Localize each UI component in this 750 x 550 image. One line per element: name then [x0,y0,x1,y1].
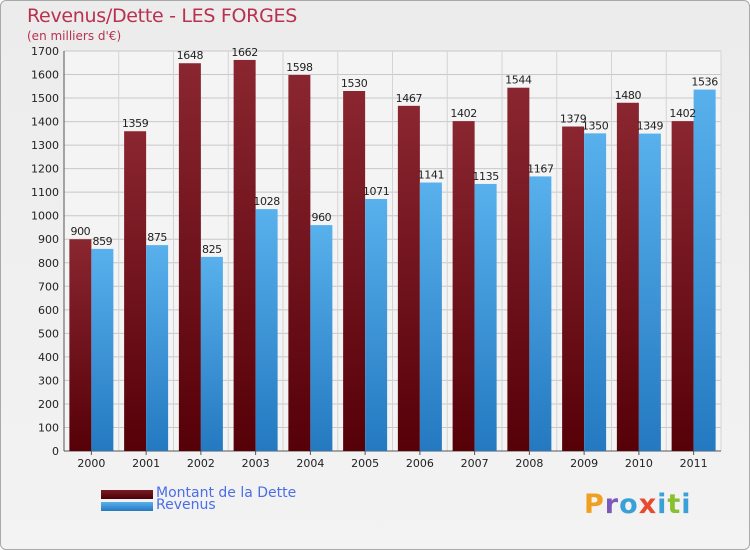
data-label-revenus-2007: 1135 [472,170,499,183]
y-tick-label-600: 600 [38,304,59,317]
bar-revenus-2008 [529,176,552,452]
data-label-dette-2004: 1598 [286,61,313,74]
legend-label-revenus: Revenus [156,497,216,513]
x-tick-label-2001: 2001 [132,457,160,470]
y-tick-label-1100: 1100 [31,186,59,199]
x-tick-label-2005: 2005 [351,457,379,470]
x-tick-label-2006: 2006 [406,457,434,470]
data-label-dette-2001: 1359 [122,117,149,130]
x-tick-label-2000: 2000 [77,457,105,470]
bar-revenus-2006 [419,182,442,451]
bar-dette-2002 [178,63,201,452]
bars [69,59,716,452]
bar-dette-2010 [616,102,639,451]
data-label-revenus-2008: 1167 [527,162,554,175]
y-tick-label-400: 400 [38,351,59,364]
y-tick-label-1600: 1600 [31,69,59,82]
bar-dette-2011 [671,121,694,451]
data-label-revenus-2000: 859 [92,235,112,248]
logo-letter: P [584,489,605,520]
bar-revenus-2009 [584,133,607,451]
data-label-dette-2000: 900 [70,225,90,238]
chart-subtitle: (en milliers d'€) [27,29,122,43]
data-label-dette-2006: 1467 [396,92,423,105]
bar-dette-2007 [452,121,475,451]
y-axis-ticks: 0 100 200 300 400 500 600 700 800 900 1000 1100 1200… [31,45,59,458]
bar-dette-2005 [343,91,366,451]
legend-swatch-dette [101,490,153,499]
data-label-dette-2002: 1648 [177,49,204,62]
bar-dette-2006 [397,105,420,451]
legend-label-dette: Montant de la Dette [156,485,297,501]
bar-revenus-2011 [693,89,716,452]
data-label-revenus-2010: 1349 [637,120,664,133]
y-tick-label-1200: 1200 [31,163,59,176]
data-label-revenus-2005: 1071 [363,185,389,198]
data-label-revenus-2002: 825 [202,243,222,256]
proxiti-logo: Proxiti [584,489,692,520]
x-tick-label-2003: 2003 [242,457,270,470]
logo-letter: i [681,489,692,520]
logo-letter: r [604,489,620,520]
bar-dette-2009 [562,126,585,451]
y-tick-label-900: 900 [38,233,59,246]
data-label-dette-2005: 1530 [341,77,368,90]
logo-letter: t [667,489,682,520]
x-tick-label-2002: 2002 [187,457,215,470]
data-label-revenus-2011: 1536 [691,76,718,89]
y-tick-label-0: 0 [52,445,59,458]
x-tick-label-2010: 2010 [625,457,653,470]
bar-revenus-2002 [200,256,223,451]
bar-revenus-2005 [365,199,388,451]
logo-letter: x [638,489,658,520]
y-tick-label-1400: 1400 [31,116,59,129]
bar-revenus-2000 [91,248,114,451]
data-label-dette-2008: 1544 [505,74,532,87]
data-label-revenus-2009: 1350 [582,119,609,132]
data-label-dette-2010: 1480 [615,89,642,102]
x-tick-label-2011: 2011 [680,457,708,470]
y-tick-label-200: 200 [38,398,59,411]
legend-swatch-revenus [101,502,153,511]
bar-dette-2004 [288,75,311,451]
bar-revenus-2004 [310,225,333,451]
data-label-revenus-2001: 875 [147,231,167,244]
x-tick-label-2009: 2009 [570,457,598,470]
x-tick-label-2007: 2007 [461,457,489,470]
data-label-revenus-2004: 960 [311,211,331,224]
y-tick-label-500: 500 [38,327,59,340]
data-label-dette-2009: 1379 [560,113,587,126]
y-tick-label-700: 700 [38,280,59,293]
grid-lines [63,50,722,452]
bar-revenus-2010 [638,133,661,451]
x-tick-label-2004: 2004 [296,457,324,470]
y-tick-label-1000: 1000 [31,210,59,223]
data-label-dette-2003: 1662 [231,46,257,59]
x-tick-label-2008: 2008 [515,457,543,470]
y-tick-label-1300: 1300 [31,139,59,152]
logo-letter: i [657,489,668,520]
bar-revenus-2007 [474,183,497,452]
bar-dette-2000 [69,239,92,451]
x-axis-ticks: 2000 2001 2002 2003 2004 2005 2006 2007 2008 2009… [77,451,708,470]
bar-revenus-2001 [146,245,169,451]
data-label-revenus-2003: 1028 [253,195,280,208]
bar-dette-2001 [124,131,147,451]
y-tick-label-800: 800 [38,257,59,270]
bar-revenus-2003 [255,209,278,451]
y-tick-label-300: 300 [38,374,59,387]
y-tick-label-1500: 1500 [31,92,59,105]
logo-letter: o [619,489,639,520]
data-label-dette-2007: 1402 [450,107,476,120]
data-label-dette-2011: 1402 [669,107,695,120]
bar-dette-2008 [507,87,530,452]
data-label-revenus-2006: 1141 [418,169,444,182]
y-tick-label-1700: 1700 [31,45,59,58]
chart-title: Revenus/Dette - LES FORGES [27,5,297,27]
y-tick-label-100: 100 [38,421,59,434]
bar-dette-2003 [233,59,256,452]
